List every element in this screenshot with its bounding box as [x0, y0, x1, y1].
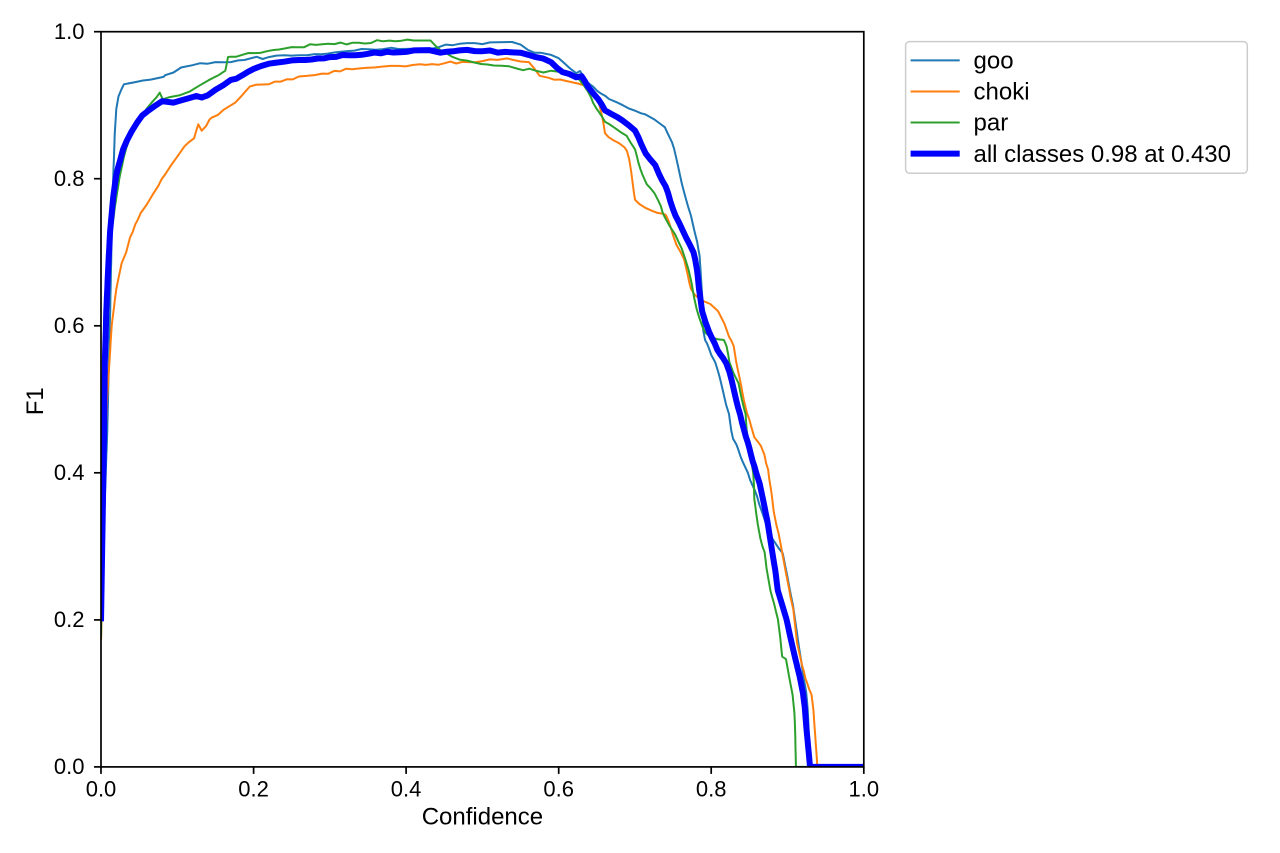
svg-text:0.6: 0.6: [54, 313, 85, 338]
svg-text:Confidence: Confidence: [422, 804, 543, 831]
svg-text:F1: F1: [22, 387, 49, 415]
svg-text:1.0: 1.0: [849, 777, 880, 802]
svg-text:0.2: 0.2: [54, 607, 85, 632]
svg-text:0.0: 0.0: [54, 754, 85, 779]
svg-text:all classes 0.98 at 0.430: all classes 0.98 at 0.430: [974, 141, 1232, 168]
svg-text:0.0: 0.0: [86, 777, 117, 802]
svg-text:goo: goo: [974, 48, 1014, 75]
svg-text:choki: choki: [974, 79, 1030, 106]
svg-text:0.4: 0.4: [391, 777, 422, 802]
svg-text:0.4: 0.4: [54, 460, 85, 485]
svg-text:0.2: 0.2: [238, 777, 269, 802]
svg-text:0.8: 0.8: [54, 166, 85, 191]
svg-text:0.8: 0.8: [696, 777, 727, 802]
svg-text:0.6: 0.6: [543, 777, 574, 802]
svg-text:1.0: 1.0: [54, 19, 85, 44]
svg-text:par: par: [974, 110, 1009, 137]
